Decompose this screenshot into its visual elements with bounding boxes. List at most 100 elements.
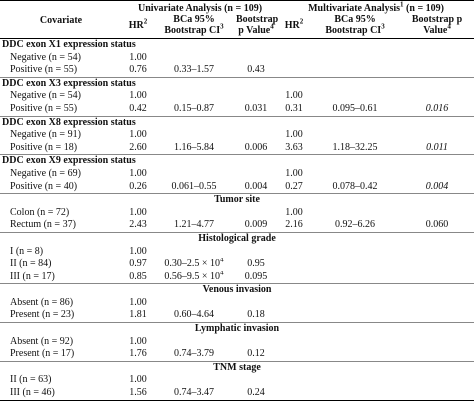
cell-text: 0.33–1.57 [174,64,214,76]
group-title: Venous invasion [0,283,474,297]
cell-text: 3.63 [285,141,303,153]
cell-text: 1.00 [285,90,303,102]
value-cell [400,271,474,284]
value-cell [234,90,278,103]
value-cell: 0.74–3.47 [154,387,234,401]
data-row: Absent (n = 86) 1.00 [0,297,474,310]
value-cell [400,374,474,387]
header-cell: HR2 [122,14,154,39]
cell-text: DDC exon X3 expression status [2,77,136,89]
cell-text: II (n = 63) [10,374,52,386]
cell-text: Negative (n = 54) [10,51,81,63]
cell-text: Absent (n = 92) [10,335,74,347]
value-cell: 0.56–9.5 × 104 [154,271,234,284]
cell-text: 0.095–0.61 [332,102,378,114]
cell-text: Histological grade [198,232,276,244]
value-cell: 1.00 [122,336,154,349]
value-cell [154,129,234,142]
cell-text: 1.81 [129,309,147,321]
results-table: Covariate Univariate Analysis (n = 109) Mu… [0,0,474,401]
value-cell: 0.011 [400,142,474,155]
cell-text: 0.60–4.64 [174,309,214,321]
data-row: Negative (n = 54) 1.00 [0,52,474,65]
data-row: I (n = 8) 1.00 [0,246,474,259]
value-cell [234,336,278,349]
value-cell: 1.00 [122,168,154,181]
value-cell: 0.92–6.26 [310,219,400,232]
cell-text: 0.011 [426,141,448,153]
value-cell [310,52,400,65]
value-cell [154,207,234,220]
cell-text: Bootstrap p Value [236,14,279,36]
value-cell [310,129,400,142]
value-cell: 1.00 [122,374,154,387]
group-title: Histological grade [0,231,474,246]
cell-text: 0.27 [285,180,303,192]
value-cell: 1.00 [122,246,154,259]
group-row: Tumor site [0,193,474,207]
cell-text: Rectum (n = 37) [10,219,76,231]
cell-text: 0.92–6.26 [335,219,376,231]
row-label: III (n = 17) [0,271,122,284]
cell-text: (n = 109) [406,3,444,14]
value-cell [310,348,400,361]
data-row: Rectum (n = 37) 2.43 1.21–4.77 0.009 2.16 0.9… [0,219,474,232]
value-cell: 1.21–4.77 [154,219,234,232]
value-cell [154,52,234,65]
group-row: DDC exon X9 expression status [0,154,474,168]
value-cell [154,336,234,349]
header-cell: Univariate Analysis (n = 109) [122,0,279,14]
value-cell [400,90,474,103]
value-cell: 1.00 [122,52,154,65]
group-title: DDC exon X1 expression status [0,39,474,52]
cell-text: Negative (n = 69) [10,167,81,179]
value-cell: 0.30–2.5 × 104 [154,258,234,271]
header-cell: Bootstrap p Value4 [234,14,279,39]
row-label: Colon (n = 72) [0,207,122,220]
value-cell [154,246,234,259]
value-cell: 1.00 [122,90,154,103]
header-cell: Multivariate Analysis1 (n = 109) [278,0,474,14]
data-row: Positive (n = 40) 0.26 0.061–0.55 0.004 0.27… [0,181,474,194]
value-cell [278,374,310,387]
group-row: Lymphatic invasion [0,322,474,336]
cell-text: Negative (n = 91) [10,129,81,141]
value-cell [400,297,474,310]
data-row: II (n = 84) 0.97 0.30–2.5 × 104 0.95 [0,258,474,271]
value-cell: 1.16–5.84 [154,142,234,155]
value-cell [400,168,474,181]
value-cell: 2.60 [122,142,154,155]
cell-text: Lymphatic invasion [194,323,280,335]
value-cell [310,90,400,103]
cell-text: 0.004 [425,180,449,192]
value-cell: 0.031 [234,103,278,116]
value-cell: 0.006 [234,142,278,155]
value-cell: 1.76 [122,348,154,361]
value-cell: 1.56 [122,387,154,401]
cell-text: 2.16 [285,219,303,231]
cell-text: 2.43 [129,219,147,231]
value-cell [400,309,474,322]
value-cell: 2.43 [122,219,154,232]
value-cell [234,374,278,387]
cell-text: 0.31 [285,102,303,114]
data-row: Present (n = 17) 1.76 0.74–3.79 0.12 [0,348,474,361]
value-cell [310,336,400,349]
value-cell: 1.18–32.25 [310,142,400,155]
value-cell: 1.81 [122,309,154,322]
group-title: Lymphatic invasion [0,322,474,336]
value-cell: 0.26 [122,181,154,194]
value-cell [278,258,310,271]
cell-text: 1.00 [129,51,147,63]
cell-text: HR [128,19,144,31]
value-cell [154,90,234,103]
value-cell [400,387,474,401]
value-cell [310,271,400,284]
cell-text: BCa 95% Bootstrap CI [325,14,382,36]
value-cell [310,374,400,387]
cell-text: Covariate [39,15,83,26]
value-cell [234,52,278,65]
cell-text: Venous invasion [202,284,272,296]
value-cell [310,207,400,220]
value-cell [234,168,278,181]
